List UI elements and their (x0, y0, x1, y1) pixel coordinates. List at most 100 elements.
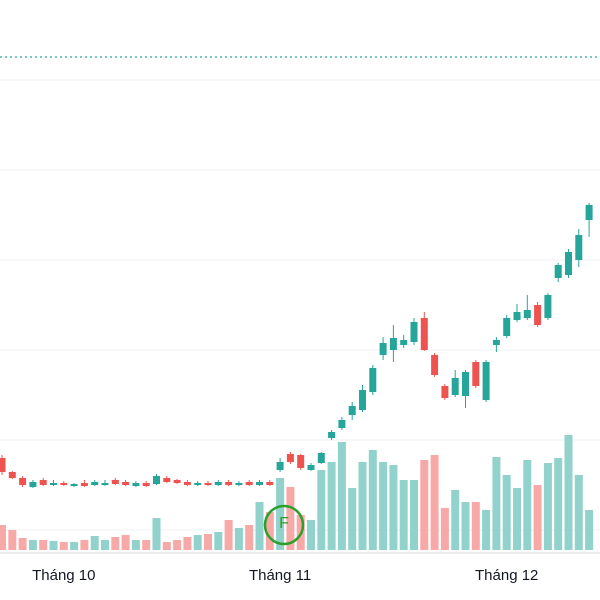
volume-bar (327, 462, 336, 550)
candle-body (348, 406, 356, 415)
volume-bar (554, 458, 563, 550)
volume-bar (142, 540, 151, 550)
volume-bar (420, 460, 429, 550)
candle-body (153, 476, 160, 484)
candle-body (204, 483, 212, 485)
volume-bar (574, 475, 583, 550)
volume-bar (101, 540, 109, 550)
candle-body (50, 483, 57, 485)
volume-bar (245, 525, 254, 550)
candle-body (513, 312, 521, 320)
candle-body (431, 355, 439, 375)
volume-bar (255, 502, 264, 550)
volume-bar (410, 480, 418, 550)
marker: F (263, 504, 305, 546)
volume-bar (80, 540, 89, 550)
candle-body (317, 453, 325, 463)
candle-body (297, 455, 305, 468)
volume-bar (461, 502, 470, 550)
candle-body (225, 482, 233, 485)
candle-body (256, 482, 263, 485)
candle-body (286, 454, 294, 462)
candle-body (338, 420, 346, 428)
candle-body (534, 305, 542, 325)
volume-bar (39, 540, 48, 550)
candle-body (101, 483, 109, 485)
candle-body (245, 482, 253, 485)
marker-circle (263, 504, 305, 546)
volume-bar (451, 490, 460, 550)
candle-body (19, 478, 27, 485)
candle-body (565, 252, 572, 275)
candle-body (173, 480, 181, 483)
candle-body (60, 483, 68, 485)
candle-body (554, 265, 562, 278)
volume-bar (70, 542, 79, 550)
volume-bar (348, 488, 357, 550)
candle-body (142, 483, 150, 486)
volume-bar (585, 510, 594, 550)
candle-body (410, 322, 418, 342)
candle-body (585, 205, 593, 220)
candle-body (544, 295, 552, 318)
candle-body (523, 310, 531, 318)
candle-body (80, 483, 88, 486)
volume-bar (399, 480, 408, 550)
candle-body (462, 372, 469, 396)
volume-bar (471, 502, 480, 550)
volume-bar (234, 528, 243, 550)
volume-bar (389, 465, 398, 550)
candle-body (70, 484, 78, 486)
volume-bar (276, 478, 285, 550)
volume-bar (183, 537, 192, 550)
candle-body (482, 362, 490, 400)
volume-bar (121, 535, 130, 550)
x-tick-label: Tháng 12 (475, 567, 538, 584)
volume-bar (317, 470, 326, 550)
x-tick-label: Tháng 11 (249, 567, 311, 584)
candle-body (472, 362, 480, 386)
volume-bar (502, 475, 511, 550)
volume-bar (368, 450, 377, 550)
volume-bar (204, 534, 212, 550)
volume-bar (193, 535, 202, 550)
volume-bar (214, 532, 223, 550)
candle-body (451, 378, 459, 395)
volume-bar (440, 508, 449, 550)
candle-body (266, 482, 274, 485)
volume-bar (533, 485, 542, 550)
candle-body (91, 482, 99, 485)
candle-body (369, 368, 377, 392)
candle-body (183, 482, 191, 485)
volume-bar (224, 520, 233, 550)
volume-bar (307, 520, 315, 550)
candle-body (389, 338, 397, 350)
volume-bar (543, 463, 552, 550)
candle-body (163, 478, 171, 482)
candle-body (111, 480, 119, 484)
volume-bar (286, 487, 295, 550)
volume-bar (482, 510, 491, 550)
volume-bar (173, 540, 182, 550)
candle-body (492, 340, 500, 345)
candle-body (235, 483, 243, 485)
volume-bar (523, 460, 532, 550)
candle-body (8, 472, 16, 478)
volume-bar (111, 537, 120, 550)
volume-bar (379, 462, 388, 550)
volume-bar (513, 488, 521, 550)
volume-bar (59, 542, 68, 550)
candle-body (29, 482, 37, 487)
volume-bar (28, 540, 37, 550)
volume-bar (358, 462, 367, 550)
candle-body (132, 483, 140, 486)
candle-body (400, 340, 408, 345)
candle-body (420, 318, 428, 350)
volume-bar (492, 457, 501, 550)
volume-bar (90, 536, 99, 550)
candle-body (214, 482, 222, 485)
candle-body (122, 482, 130, 485)
candle-body (503, 318, 511, 336)
candle-body (359, 390, 366, 410)
